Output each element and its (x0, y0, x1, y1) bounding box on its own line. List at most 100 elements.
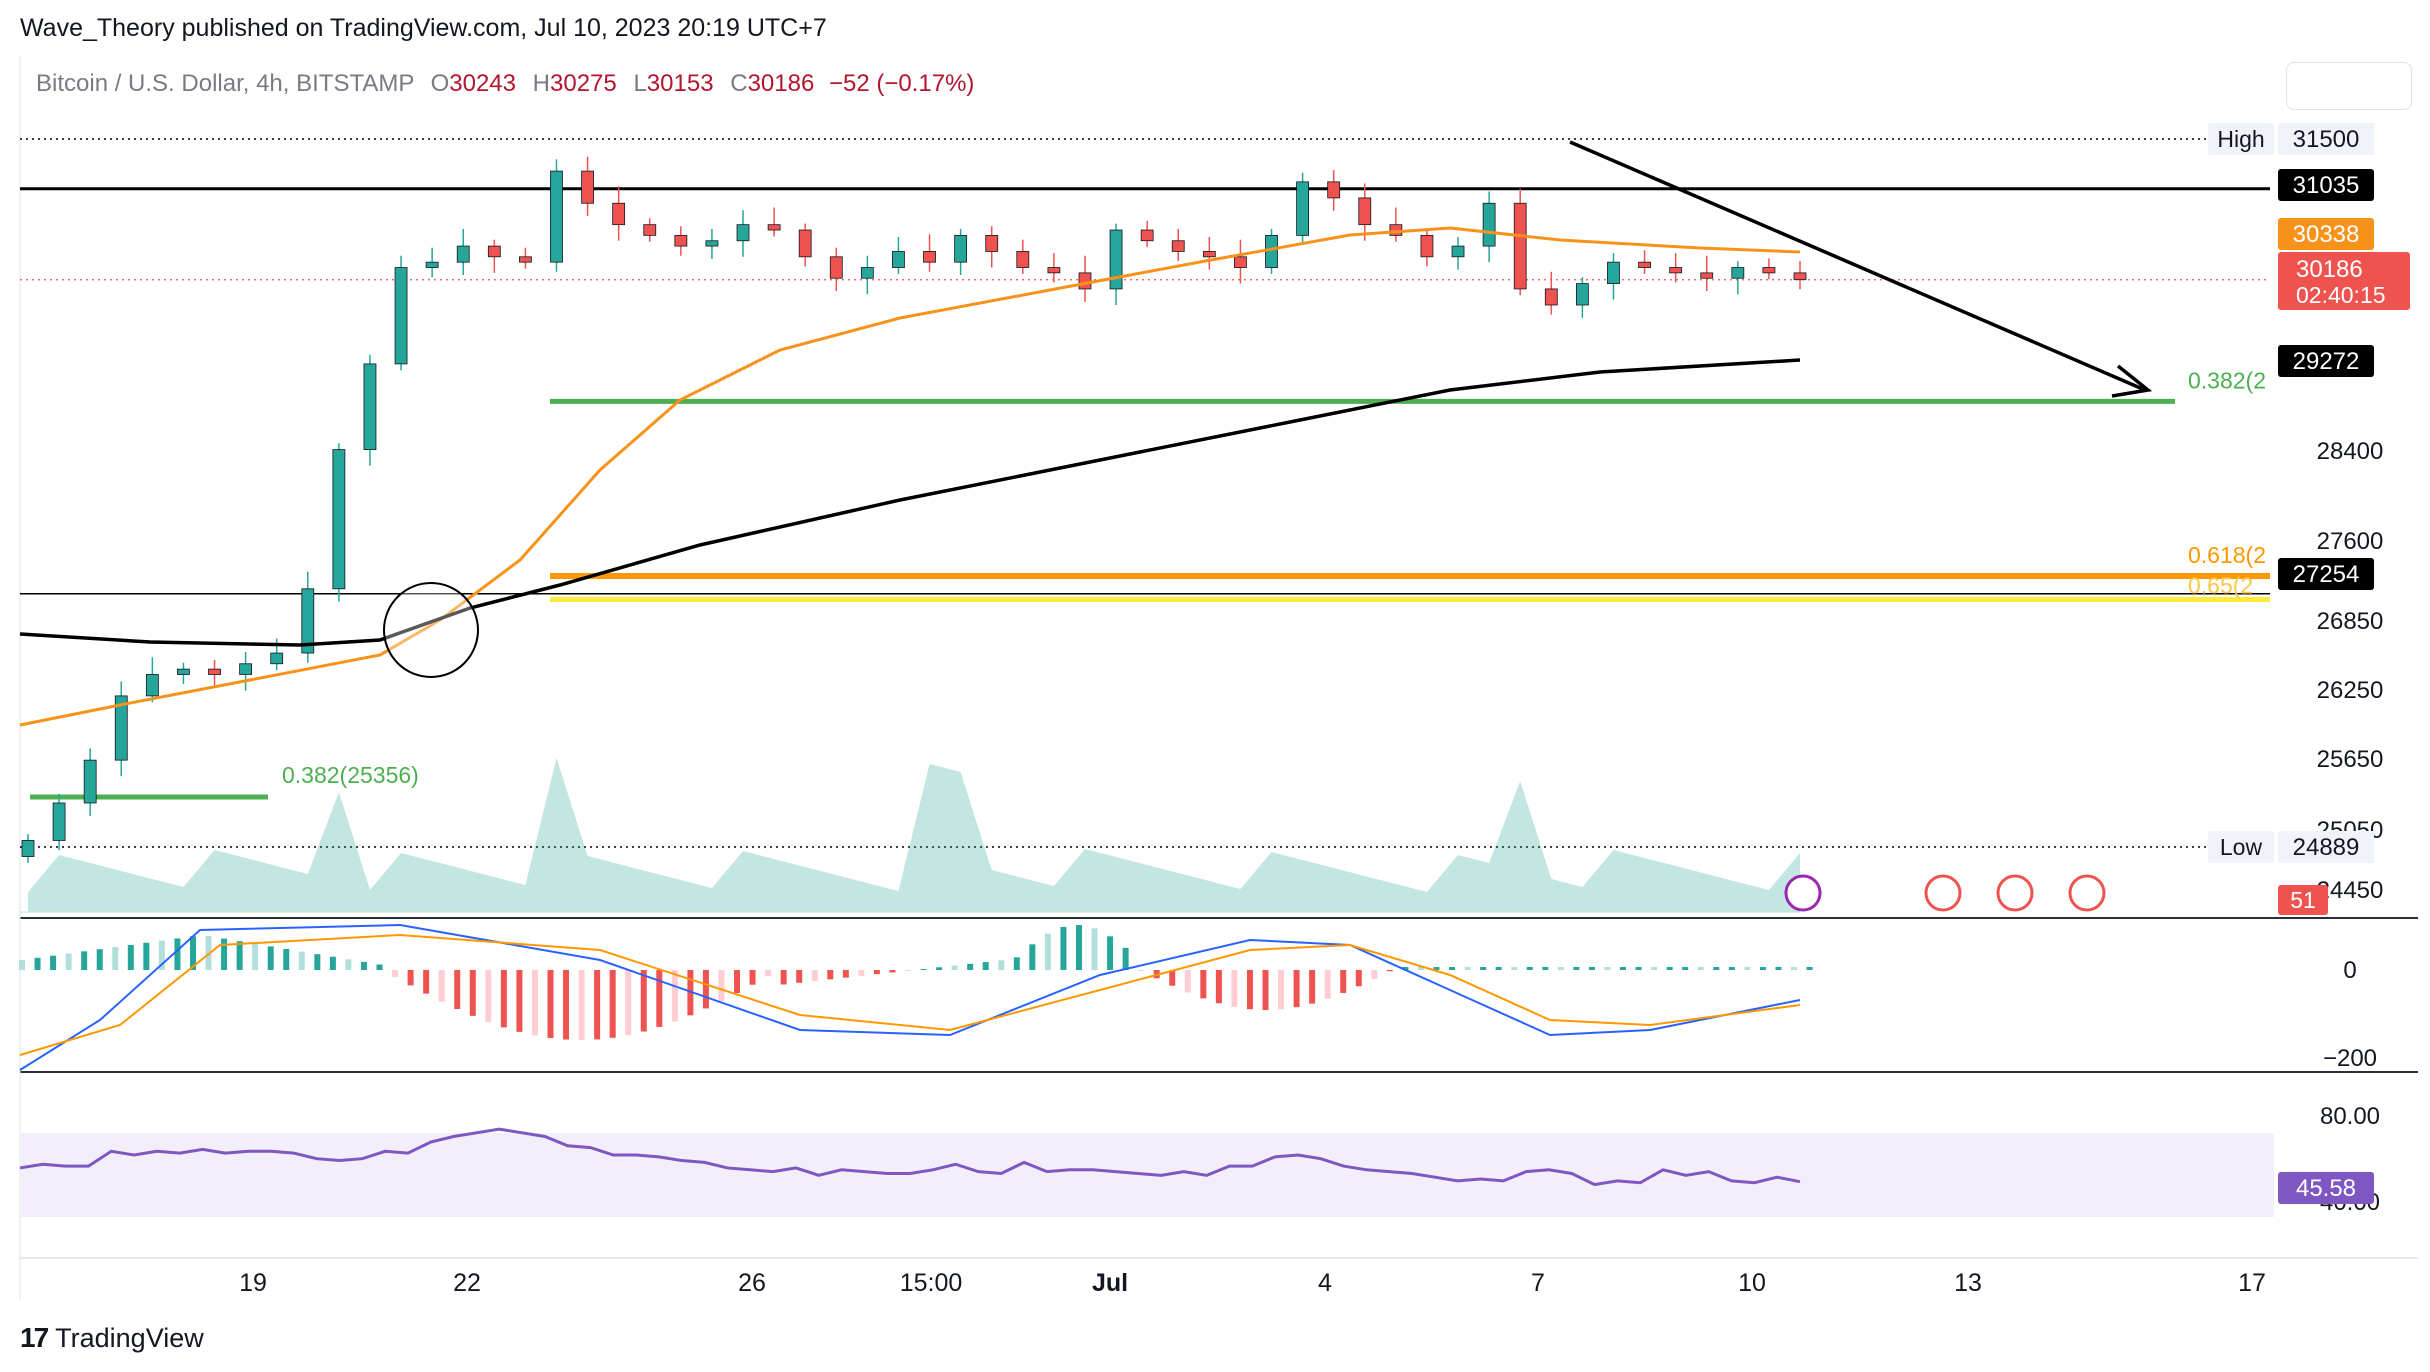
macd-histogram-bar (625, 970, 632, 1036)
candle-body (1669, 267, 1683, 274)
candle-body (1451, 245, 1465, 258)
time-tick: Jul (1092, 1269, 1128, 1297)
macd-histogram-bar (252, 943, 259, 970)
macd-histogram-bar (796, 970, 803, 983)
macd-histogram-bar (1107, 936, 1114, 970)
macd-histogram-bar (392, 970, 399, 977)
macd-histogram-bar (1588, 967, 1595, 970)
macd-histogram-bar (702, 970, 709, 1009)
trendline-arrow (1569, 140, 2146, 392)
macd-histogram-bar (749, 970, 756, 985)
macd-histogram-bar (563, 970, 570, 1040)
time-tick: 7 (1531, 1269, 1545, 1297)
macd-histogram-bar (298, 951, 305, 970)
macd-histogram-bar (1309, 970, 1316, 1004)
extreme-value: 24889 (2293, 834, 2360, 861)
candle-body (1513, 202, 1527, 290)
candle-body (519, 256, 532, 263)
tradingview-brand[interactable]: 17 TradingView (20, 1322, 204, 1354)
low-label: L (633, 70, 647, 97)
macd-histogram-bar (982, 962, 989, 970)
close-label: C (730, 70, 748, 97)
low-value: 30153 (646, 70, 714, 97)
extreme-value: 31500 (2293, 126, 2360, 153)
macd-histogram-bar (112, 947, 119, 970)
macd-histogram-bar (1355, 970, 1362, 987)
candle-body (1544, 288, 1558, 306)
candle-body (643, 224, 657, 236)
candle-body (1700, 272, 1714, 279)
candle-body (1234, 256, 1247, 268)
fib-label-3: 0.382(25356) (282, 762, 419, 788)
macd-histogram-bar (423, 970, 430, 994)
macd-histogram-bar (34, 957, 41, 970)
candle-body (705, 240, 719, 247)
candle-body (363, 363, 377, 450)
time-tick: 4 (1318, 1269, 1332, 1297)
macd-histogram-bar (189, 936, 196, 970)
macd-histogram-bar (81, 951, 88, 970)
macd-histogram-bar (1651, 967, 1658, 970)
macd-histogram-bar (671, 970, 678, 1022)
macd-histogram-bar (1075, 925, 1082, 970)
fib-label-0: 0.382(2 (2188, 367, 2266, 393)
us-flag-icon (1924, 874, 1962, 912)
macd-histogram-bar (1371, 970, 1378, 979)
macd-histogram-bar (1759, 967, 1766, 970)
candle-body (1607, 261, 1620, 284)
macd-histogram-bar (936, 967, 943, 970)
time-tick: 22 (453, 1269, 481, 1297)
us-flag-icon (2068, 874, 2106, 912)
macd-histogram-bar (1246, 970, 1253, 1010)
macd-histogram-bar (1775, 967, 1782, 970)
candle-body (1638, 261, 1651, 268)
macd-histogram-bar (1449, 967, 1456, 970)
close-value: 30186 (747, 70, 815, 97)
open-value: 30243 (449, 70, 516, 97)
candle-body (425, 261, 439, 268)
macd-histogram-bar (578, 970, 585, 1040)
candle-body (1296, 181, 1309, 236)
time-tick: 10 (1738, 1269, 1766, 1297)
macd-histogram-bar (811, 970, 818, 982)
price-label-bg (2278, 345, 2374, 377)
macd-histogram-bar (1495, 967, 1502, 970)
extreme-label-low: Low (2220, 834, 2263, 860)
macd-histogram-bar (1480, 967, 1487, 970)
macd-histogram-bar (1386, 970, 1393, 972)
candle-body (1793, 272, 1807, 281)
candle-body (767, 224, 781, 231)
macd-histogram-bar (1293, 970, 1300, 1008)
symbol-legend: Bitcoin / U.S. Dollar, 4h, BITSTAMP O302… (36, 70, 974, 98)
macd-histogram-bar (1215, 970, 1222, 1004)
current-price-bg (2278, 252, 2410, 310)
ema-orange-line (19, 226, 1801, 727)
candle-body (860, 267, 874, 279)
candle-body (1358, 197, 1372, 226)
rsi-line (19, 1127, 1801, 1187)
rsi-value: 45.58 (2296, 1175, 2356, 1202)
macd-histogram-bar (1666, 967, 1673, 970)
candle-body (239, 663, 253, 675)
toolbar-box[interactable] (2286, 62, 2412, 110)
macd-histogram-bar (1744, 967, 1751, 970)
price-label-bg (2278, 218, 2374, 250)
macd-histogram-bar (1728, 967, 1735, 970)
macd-histogram-bar (174, 938, 181, 970)
macd-histogram-bar (1791, 967, 1797, 970)
price-label-27254: 27254 (2293, 561, 2360, 588)
rsi-tick: 80.00 (2320, 1103, 2380, 1130)
price-tick: 28400 (2317, 438, 2384, 465)
high-label: H (532, 70, 551, 97)
candle-body (1140, 229, 1154, 242)
countdown-value: 02:40:15 (2296, 282, 2386, 308)
price-label-bg (2278, 558, 2374, 590)
candle-body (83, 759, 97, 804)
macd-histogram-bar (438, 970, 445, 1002)
macd-histogram-bar (485, 970, 492, 1022)
candle-body (612, 202, 626, 226)
macd-histogram-bar (905, 970, 911, 971)
macd-histogram-bar (951, 965, 958, 970)
time-tick: 17 (2238, 1269, 2266, 1297)
